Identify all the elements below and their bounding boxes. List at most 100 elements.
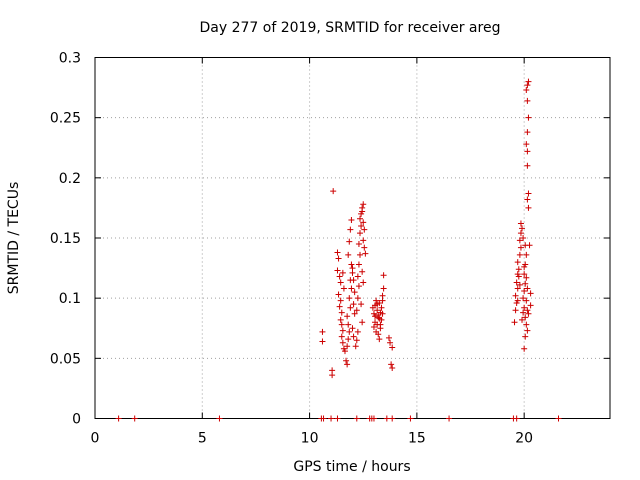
- data-point: [334, 249, 341, 256]
- x-tick-label: 20: [515, 431, 533, 447]
- data-point: [216, 415, 223, 422]
- x-tick-label: 0: [91, 431, 100, 447]
- data-point: [388, 361, 395, 368]
- data-point: [329, 372, 336, 379]
- data-point: [361, 226, 368, 233]
- y-tick-label: 0.15: [50, 231, 81, 247]
- data-point: [525, 310, 532, 317]
- data-point: [525, 114, 532, 121]
- data-point: [319, 338, 326, 345]
- data-point: [339, 327, 346, 334]
- data-point: [376, 315, 383, 322]
- axis-ticks: [94, 57, 610, 419]
- y-tick-label: 0.1: [59, 291, 81, 307]
- data-point: [362, 250, 369, 257]
- data-point: [524, 148, 531, 155]
- data-point: [341, 348, 348, 355]
- data-point: [334, 415, 341, 422]
- data-point: [354, 295, 361, 302]
- data-point: [373, 297, 380, 304]
- data-point: [374, 307, 381, 314]
- data-point: [335, 255, 342, 262]
- data-point: [359, 319, 366, 326]
- data-point: [389, 364, 396, 371]
- data-point: [555, 415, 562, 422]
- data-point: [343, 357, 350, 364]
- data-point: [378, 304, 385, 311]
- data-point: [389, 344, 396, 351]
- data-point: [523, 251, 530, 258]
- data-point: [519, 225, 526, 232]
- data-point: [345, 321, 352, 328]
- data-point: [320, 415, 327, 422]
- data-point: [347, 304, 354, 311]
- data-point: [344, 361, 351, 368]
- data-point: [345, 336, 352, 343]
- data-point: [353, 415, 360, 422]
- data-point: [334, 267, 341, 274]
- data-point: [131, 415, 138, 422]
- data-point: [379, 292, 386, 299]
- data-point: [353, 307, 360, 314]
- data-point: [521, 345, 528, 352]
- data-point: [524, 162, 531, 169]
- data-point: [514, 297, 521, 304]
- data-point: [344, 343, 351, 350]
- data-point: [344, 313, 351, 320]
- data-point: [512, 292, 519, 299]
- data-point: [359, 268, 366, 275]
- data-point: [340, 285, 347, 292]
- data-point: [359, 208, 366, 215]
- data-point: [526, 242, 533, 249]
- data-point: [379, 310, 386, 317]
- data-point: [521, 304, 528, 311]
- data-point: [385, 334, 392, 341]
- data-point: [523, 297, 530, 304]
- y-tick-labels: 0 0.05 0.1 0.15 0.2 0.25 0.3: [50, 51, 81, 428]
- data-point: [350, 277, 357, 284]
- data-point: [351, 289, 358, 296]
- data-point: [348, 216, 355, 223]
- data-point: [517, 230, 524, 237]
- data-point: [115, 415, 122, 422]
- grid: [95, 57, 610, 419]
- data-point: [524, 129, 531, 136]
- data-point: [357, 251, 364, 258]
- y-tick-label: 0: [72, 412, 81, 428]
- data-point: [361, 244, 368, 251]
- data-point: [350, 301, 357, 308]
- data-point: [524, 285, 531, 292]
- data-point: [355, 261, 362, 268]
- y-tick-label: 0.2: [59, 171, 81, 187]
- data-point: [516, 251, 523, 258]
- data-point: [524, 97, 531, 104]
- data-point: [523, 141, 530, 148]
- data-point: [337, 279, 344, 286]
- data-point: [520, 235, 527, 241]
- data-point: [351, 310, 358, 317]
- data-point: [345, 251, 352, 258]
- data-point: [522, 280, 529, 287]
- data-point: [527, 290, 534, 297]
- data-point: [338, 309, 345, 316]
- data-point: [355, 241, 362, 248]
- chart-title: Day 277 of 2019, SRMTID for receiver are…: [200, 20, 501, 36]
- data-point: [375, 331, 382, 338]
- data-point: [328, 415, 335, 422]
- data-point: [525, 190, 532, 197]
- data-point: [337, 297, 344, 304]
- data-points: [115, 78, 562, 422]
- data-point: [346, 295, 353, 302]
- data-point: [515, 266, 522, 273]
- data-point: [338, 333, 345, 340]
- data-point: [352, 343, 359, 350]
- data-point: [521, 263, 528, 270]
- data-point: [330, 188, 337, 195]
- data-point: [358, 222, 365, 229]
- data-point: [335, 291, 342, 298]
- data-point: [348, 261, 355, 268]
- data-point: [337, 316, 344, 323]
- data-point: [336, 273, 343, 280]
- data-point: [383, 415, 390, 422]
- x-axis-label: GPS time / hours: [293, 459, 410, 475]
